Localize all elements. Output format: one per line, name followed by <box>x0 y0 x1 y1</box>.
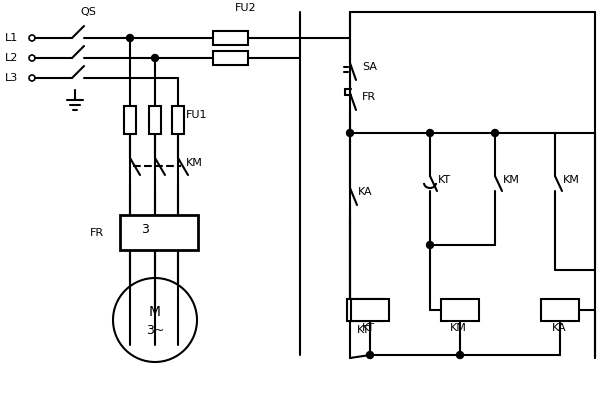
Bar <box>541 299 579 321</box>
Circle shape <box>151 54 159 62</box>
Bar <box>347 299 383 321</box>
Text: KA: KA <box>358 187 373 197</box>
Text: M: M <box>149 305 161 319</box>
Text: KT: KT <box>357 325 370 335</box>
Circle shape <box>127 34 133 42</box>
Text: KM: KM <box>450 323 467 333</box>
Bar <box>213 31 247 45</box>
Text: FR: FR <box>90 228 104 238</box>
Text: KT: KT <box>362 323 375 333</box>
Text: L1: L1 <box>5 33 18 43</box>
Text: FU2: FU2 <box>235 3 256 13</box>
Circle shape <box>426 242 434 248</box>
Text: L2: L2 <box>5 53 18 63</box>
Text: KT: KT <box>438 175 451 185</box>
Bar <box>441 299 479 321</box>
Text: QS: QS <box>80 7 96 17</box>
Text: KM: KM <box>503 175 520 185</box>
Circle shape <box>367 352 373 358</box>
Bar <box>351 299 389 321</box>
Bar <box>172 106 184 134</box>
Bar <box>213 51 247 65</box>
Circle shape <box>456 352 464 358</box>
Circle shape <box>426 130 434 136</box>
Text: KM: KM <box>563 175 580 185</box>
Bar <box>124 106 136 134</box>
Text: FR: FR <box>362 92 376 102</box>
Circle shape <box>491 130 499 136</box>
Text: KM: KM <box>186 158 203 168</box>
Text: 3: 3 <box>141 223 149 236</box>
Text: 3~: 3~ <box>146 324 164 336</box>
Text: SA: SA <box>362 62 377 72</box>
Text: L3: L3 <box>5 73 18 83</box>
Bar <box>120 215 198 250</box>
Circle shape <box>346 130 354 136</box>
Text: KA: KA <box>552 323 566 333</box>
Text: FU1: FU1 <box>186 110 207 120</box>
Bar <box>149 106 161 134</box>
